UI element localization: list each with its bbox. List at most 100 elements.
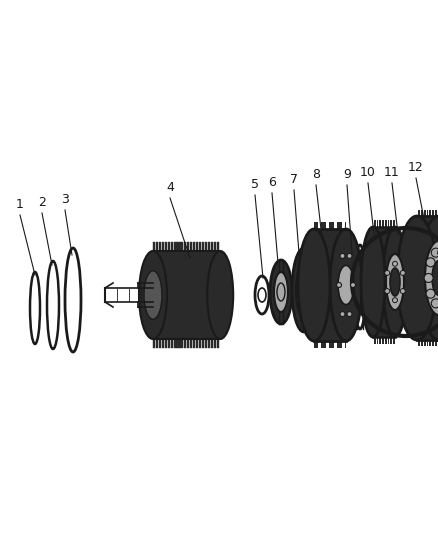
Polygon shape — [434, 340, 435, 346]
Ellipse shape — [207, 251, 233, 339]
Polygon shape — [217, 339, 219, 348]
Circle shape — [392, 298, 398, 303]
Polygon shape — [184, 339, 186, 348]
Polygon shape — [430, 340, 431, 346]
Polygon shape — [168, 339, 170, 348]
Polygon shape — [314, 229, 346, 341]
Polygon shape — [335, 341, 336, 348]
Polygon shape — [202, 242, 204, 251]
Polygon shape — [421, 210, 422, 216]
Polygon shape — [314, 222, 315, 229]
Polygon shape — [421, 340, 422, 346]
Ellipse shape — [298, 229, 330, 341]
Text: 3: 3 — [61, 193, 69, 206]
Polygon shape — [427, 340, 428, 346]
Polygon shape — [318, 222, 319, 229]
Polygon shape — [187, 242, 189, 251]
Polygon shape — [174, 242, 177, 251]
Polygon shape — [211, 339, 213, 348]
Polygon shape — [174, 339, 177, 348]
Polygon shape — [162, 242, 164, 251]
Polygon shape — [196, 339, 198, 348]
Circle shape — [347, 253, 352, 259]
Polygon shape — [156, 339, 158, 348]
Polygon shape — [202, 339, 204, 348]
Polygon shape — [433, 210, 434, 216]
Circle shape — [340, 253, 345, 259]
Polygon shape — [153, 242, 155, 251]
Polygon shape — [214, 242, 216, 251]
Polygon shape — [187, 339, 189, 348]
Polygon shape — [325, 222, 326, 229]
Polygon shape — [338, 341, 339, 348]
Polygon shape — [329, 341, 330, 348]
Polygon shape — [433, 340, 434, 346]
Circle shape — [336, 282, 342, 287]
Text: 1: 1 — [16, 198, 24, 211]
Polygon shape — [424, 340, 425, 346]
Circle shape — [392, 261, 398, 266]
Polygon shape — [436, 340, 437, 346]
Polygon shape — [331, 341, 332, 348]
Circle shape — [424, 273, 433, 282]
Polygon shape — [420, 210, 421, 216]
Circle shape — [340, 312, 345, 317]
Polygon shape — [314, 341, 315, 348]
Polygon shape — [196, 242, 198, 251]
Polygon shape — [417, 216, 438, 340]
Circle shape — [400, 288, 405, 294]
Polygon shape — [168, 242, 170, 251]
Polygon shape — [193, 339, 195, 348]
Polygon shape — [418, 340, 419, 346]
Polygon shape — [323, 222, 324, 229]
Text: 12: 12 — [408, 161, 424, 174]
Ellipse shape — [390, 268, 400, 296]
Polygon shape — [190, 242, 192, 251]
Polygon shape — [434, 210, 435, 216]
Polygon shape — [322, 341, 323, 348]
Polygon shape — [339, 341, 340, 348]
Polygon shape — [208, 339, 210, 348]
Circle shape — [431, 248, 438, 257]
Polygon shape — [333, 341, 334, 348]
Polygon shape — [165, 242, 167, 251]
Ellipse shape — [419, 216, 438, 340]
Polygon shape — [332, 341, 333, 348]
Ellipse shape — [144, 271, 162, 319]
Ellipse shape — [330, 229, 362, 341]
Polygon shape — [339, 222, 340, 229]
Ellipse shape — [139, 251, 167, 339]
Polygon shape — [315, 222, 316, 229]
Polygon shape — [422, 210, 423, 216]
Polygon shape — [153, 251, 220, 339]
Polygon shape — [340, 341, 341, 348]
Polygon shape — [338, 222, 339, 229]
Polygon shape — [345, 222, 346, 229]
Ellipse shape — [386, 254, 404, 310]
Polygon shape — [424, 210, 425, 216]
Ellipse shape — [338, 265, 354, 304]
Text: 5: 5 — [251, 178, 259, 191]
Polygon shape — [217, 242, 219, 251]
Circle shape — [426, 258, 435, 267]
Polygon shape — [315, 341, 316, 348]
Ellipse shape — [397, 216, 437, 340]
Polygon shape — [162, 339, 164, 348]
Polygon shape — [208, 242, 210, 251]
Polygon shape — [432, 340, 433, 346]
Text: 10: 10 — [360, 166, 376, 179]
Circle shape — [400, 270, 405, 276]
Circle shape — [426, 289, 435, 298]
Polygon shape — [180, 242, 183, 251]
Polygon shape — [425, 210, 426, 216]
Polygon shape — [156, 242, 158, 251]
Ellipse shape — [361, 227, 385, 337]
Polygon shape — [340, 222, 341, 229]
Polygon shape — [324, 341, 325, 348]
Polygon shape — [316, 222, 317, 229]
Polygon shape — [322, 222, 323, 229]
Polygon shape — [345, 341, 346, 348]
Polygon shape — [325, 341, 326, 348]
Polygon shape — [335, 222, 336, 229]
Polygon shape — [419, 340, 420, 346]
